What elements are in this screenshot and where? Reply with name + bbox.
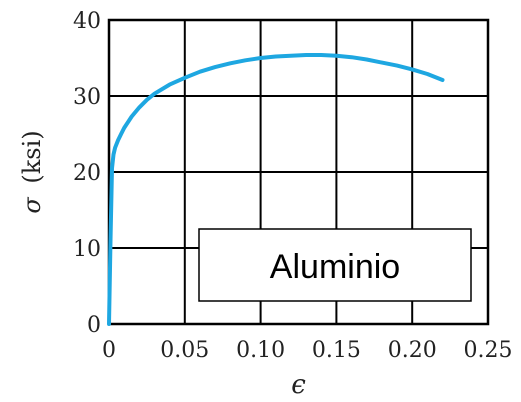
- y-axis-label: σ (ksi): [18, 130, 46, 213]
- x-axis-label: ϵ: [291, 370, 306, 400]
- plot-frame: [107, 18, 490, 326]
- y-axis-symbol: σ: [18, 197, 46, 214]
- annotation-box: [198, 228, 472, 302]
- y-axis-unit: (ksi): [18, 130, 46, 183]
- y-tick-label: 10: [73, 237, 101, 262]
- x-tick-label: 0.10: [236, 338, 285, 363]
- x-tick-label: 0: [102, 338, 116, 363]
- y-tick-labels: 0 10 20 30 40: [73, 9, 101, 338]
- x-tick-label: 0.20: [388, 338, 437, 363]
- x-tick-labels: 0 0.05 0.10 0.15 0.20 0.25: [102, 338, 512, 363]
- x-tick-label: 0.15: [312, 338, 361, 363]
- y-tick-label: 30: [73, 85, 101, 110]
- x-tick-label: 0.25: [464, 338, 513, 363]
- y-tick-label: 0: [87, 313, 101, 338]
- annotation-label: Aluminio: [270, 248, 400, 286]
- x-tick-label: 0.05: [160, 338, 209, 363]
- y-tick-label: 40: [73, 9, 101, 34]
- aluminum-stress-strain-curve: [107, 53, 445, 326]
- y-tick-label: 20: [73, 161, 101, 186]
